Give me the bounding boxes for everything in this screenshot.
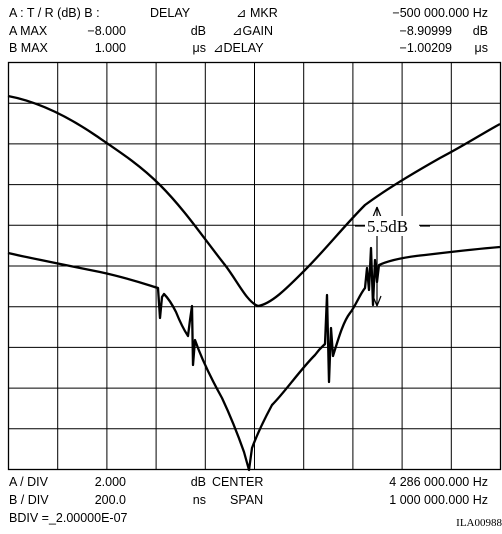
a-div-label: A / DIV: [9, 475, 48, 489]
delta-delay-value: −1.00209: [399, 41, 452, 55]
delta-gain-unit: dB: [472, 24, 488, 38]
annotation-bg: [365, 216, 419, 236]
delta-delay-unit: μs: [474, 41, 488, 55]
b-max-value: 1.000: [94, 41, 126, 55]
b-div-value: 200.0: [94, 493, 126, 507]
a-div-value: 2.000: [94, 475, 126, 489]
span-label: SPAN: [230, 493, 264, 507]
a-max-value: −8.000: [87, 24, 126, 38]
delay-trace: [7, 245, 501, 472]
b-max-label: B MAX: [9, 41, 48, 55]
a-max-unit: dB: [190, 24, 206, 38]
delta-gain-label: ⊿GAIN: [232, 24, 274, 38]
span-value: 1 000 000.000 Hz: [389, 493, 488, 507]
delta-annotation: 5.5dB: [367, 217, 408, 236]
center-frequency: 4 286 000.000 Hz: [389, 475, 488, 489]
a-div-unit: dB: [190, 475, 206, 489]
delta-marker-value: −500 000.000 Hz: [392, 6, 488, 20]
gain-trace: [7, 94, 501, 308]
delta-marker-label: ⊿ MKR: [236, 6, 278, 20]
trace-format-label: A : T / R (dB) B :: [9, 6, 100, 20]
graticule-grid: [8, 62, 501, 470]
delta-gain-value: −8.90999: [399, 24, 452, 38]
b-div-unit: ns: [192, 493, 206, 507]
b-trace-mode: DELAY: [150, 6, 191, 20]
a-max-label: A MAX: [9, 24, 48, 38]
arrow-head-down-icon: [372, 295, 382, 307]
center-label: CENTER: [212, 475, 264, 489]
delta-delay-label: ⊿DELAY: [213, 41, 264, 55]
arrow-head-up-icon: [372, 206, 382, 218]
b-max-unit: μs: [192, 41, 206, 55]
b-div-label: B / DIV: [9, 493, 49, 507]
bdiv-readout: BDIV =_2.00000E-07: [9, 511, 128, 525]
figure-id: ILA00988: [456, 517, 502, 529]
